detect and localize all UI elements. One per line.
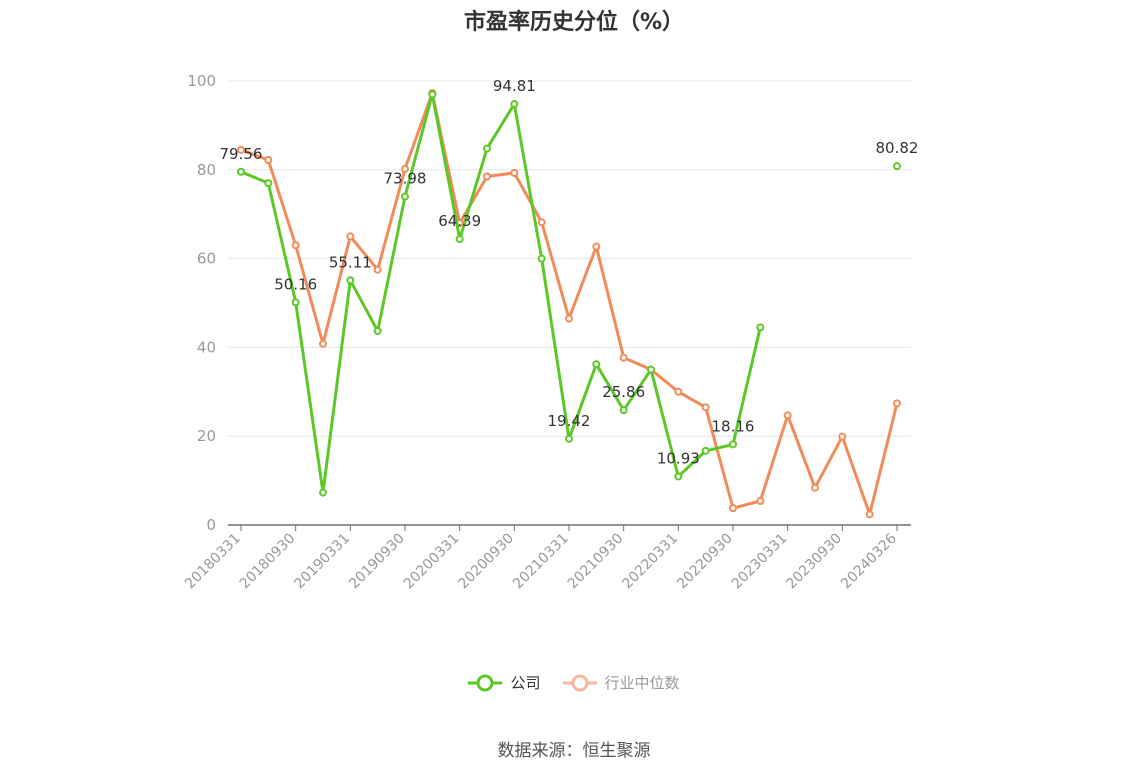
data-point-industry: [291, 241, 300, 250]
data-label: 18.16: [712, 417, 755, 435]
data-label: 80.82: [876, 139, 919, 157]
data-point-company: [373, 326, 382, 335]
data-point-industry: [756, 497, 765, 506]
data-point-company: [319, 488, 327, 497]
data-point-industry: [237, 145, 245, 154]
y-tick-label: 0: [206, 516, 216, 534]
data-point-company: [483, 144, 491, 153]
x-tick-label: 20180930: [237, 531, 299, 593]
legend-label-industry: 行业中位数: [604, 674, 680, 692]
data-point-company: [592, 360, 601, 369]
data-point-company: [893, 162, 901, 171]
data-point-industry: [783, 411, 792, 420]
y-tick-label: 40: [197, 338, 216, 356]
x-tick-label: 20240326: [838, 530, 900, 592]
data-point-company: [346, 276, 355, 285]
x-tick-label: 20210930: [565, 531, 627, 593]
data-label: 55.11: [329, 253, 372, 271]
data-point-company: [565, 434, 573, 443]
x-tick-label: 20220930: [674, 531, 736, 593]
data-label: 25.86: [602, 383, 645, 401]
data-point-company: [619, 406, 628, 415]
data-point-industry: [592, 242, 601, 251]
data-point-company: [455, 235, 464, 244]
data-point-company: [401, 192, 409, 201]
data-point-industry: [674, 387, 683, 396]
x-tick-label: 20190331: [291, 531, 353, 593]
x-tick-label: 20200331: [401, 531, 463, 593]
x-tick-label: 20230930: [783, 531, 845, 593]
data-point-industry: [565, 314, 573, 323]
chart-title: 市盈率历史分位（%）: [463, 10, 685, 35]
data-point-industry: [729, 504, 737, 513]
data-point-industry: [537, 218, 546, 227]
data-point-industry: [811, 483, 819, 492]
y-tick-label: 100: [187, 72, 216, 90]
legend-label-company: 公司: [510, 674, 541, 692]
data-point-company: [237, 167, 245, 176]
data-point-industry: [838, 432, 847, 441]
data-point-industry: [893, 399, 901, 408]
legend-item-industry[interactable]: 行业中位数: [562, 672, 680, 693]
legend-swatch-industry-icon: [562, 674, 597, 691]
data-point-industry: [483, 172, 491, 181]
data-point-company: [537, 254, 546, 263]
data-point-industry: [319, 339, 327, 348]
data-point-company: [701, 446, 710, 455]
legend: 公司 行业中位数: [0, 672, 1148, 693]
data-label: 10.93: [657, 449, 700, 467]
data-label: 79.56: [220, 145, 263, 163]
x-tick-label: 20220331: [619, 531, 681, 593]
data-label: 50.16: [274, 275, 317, 293]
data-point-industry: [346, 232, 355, 241]
series-line-company: [241, 94, 897, 492]
x-tick-label: 20230331: [729, 531, 791, 593]
data-point-company: [291, 298, 300, 307]
data-point-company: [674, 472, 683, 481]
legend-item-company[interactable]: 公司: [468, 672, 541, 693]
data-point-industry: [510, 168, 519, 177]
data-label: 19.42: [548, 412, 591, 430]
series-line-industry: [240, 91, 899, 516]
y-tick-label: 60: [197, 250, 216, 268]
legend-swatch-company-icon: [468, 674, 503, 691]
x-tick-label: 20190930: [346, 531, 408, 593]
data-point-industry: [865, 510, 874, 519]
data-point-company: [647, 365, 655, 374]
data-point-company: [729, 440, 737, 449]
y-tick-label: 80: [197, 161, 216, 179]
x-tick-label: 20210331: [510, 531, 572, 593]
data-point-company: [264, 179, 273, 188]
data-point-industry: [373, 265, 382, 274]
data-label: 73.98: [384, 170, 427, 188]
data-point-industry: [619, 353, 628, 362]
data-point-company: [428, 90, 437, 99]
x-tick-label: 20200930: [455, 531, 517, 593]
data-point-industry: [401, 164, 409, 173]
data-point-company: [756, 323, 765, 332]
x-tick-label: 20180331: [182, 531, 244, 593]
data-label: 64.39: [438, 212, 481, 230]
data-point-company: [510, 100, 519, 109]
y-tick-label: 20: [197, 427, 216, 445]
data-label: 94.81: [493, 77, 536, 95]
data-point-industry: [264, 156, 273, 165]
data-point-industry: [701, 403, 710, 412]
source-note: 数据来源：恒生聚源: [497, 741, 651, 761]
